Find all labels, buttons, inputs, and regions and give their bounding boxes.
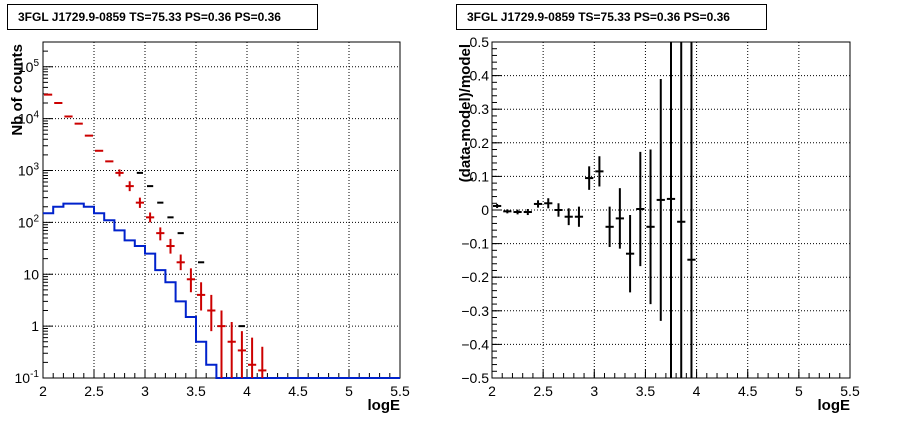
left-x-tick-label: 5.5 — [390, 383, 410, 399]
right-y-tick-label: 0.2 — [470, 135, 490, 151]
right-x-tick-label: 2 — [488, 383, 496, 399]
right-y-tick-label: −0.1 — [461, 236, 489, 252]
right-y-tick-label: −0.2 — [461, 269, 489, 285]
left-x-tick-label: 4.5 — [288, 383, 308, 399]
left-y-tick-label: 10 — [23, 266, 39, 282]
left-x-tick-label: 5 — [345, 383, 353, 399]
left-x-tick-label: 4 — [243, 383, 251, 399]
right-x-axis-label: logE — [818, 397, 851, 414]
left-y-tick-label: 1 — [31, 318, 39, 334]
right-y-tick-label: −0.4 — [461, 336, 489, 352]
left-y-tick-label: 103 — [18, 162, 40, 179]
right-y-tick-label: 0.3 — [470, 101, 490, 117]
left-x-tick-label: 2.5 — [84, 383, 104, 399]
right-x-tick-label: 2.5 — [533, 383, 553, 399]
left-y-tick-label: 105 — [18, 58, 40, 75]
left-y-tick-label: 10-1 — [15, 369, 40, 386]
right-y-tick-label: −0.3 — [461, 303, 489, 319]
left-y-axis-label: Nb of counts — [9, 44, 26, 136]
left-x-tick-label: 3.5 — [186, 383, 206, 399]
left-chart-title: 3FGL J1729.9-0859 TS=75.33 PS=0.36 PS=0.… — [7, 4, 318, 30]
right-x-tick-label: 4 — [693, 383, 701, 399]
right-x-tick-label: 4.5 — [738, 383, 758, 399]
right-y-tick-label: −0.5 — [461, 370, 489, 386]
right-y-tick-label: 0.5 — [470, 34, 490, 50]
right-y-tick-label: 0.1 — [470, 168, 490, 184]
left-model-histogram-line — [43, 202, 400, 379]
left-y-tick-label: 102 — [18, 213, 40, 230]
right-y-tick-label: 0 — [481, 202, 489, 218]
left-x-tick-label: 2 — [39, 383, 47, 399]
right-x-tick-label: 5 — [795, 383, 803, 399]
left-x-axis-label: logE — [368, 397, 401, 414]
right-x-tick-label: 5.5 — [840, 383, 860, 399]
left-y-tick-label: 104 — [18, 110, 40, 127]
left-x-tick-label: 3 — [141, 383, 149, 399]
right-x-tick-label: 3 — [590, 383, 598, 399]
right-x-tick-label: 3.5 — [636, 383, 656, 399]
right-y-tick-label: 0.4 — [470, 68, 490, 84]
right-chart-title: 3FGL J1729.9-0859 TS=75.33 PS=0.36 PS=0.… — [456, 4, 767, 30]
right-y-axis-label: (data-model)/model — [457, 44, 474, 182]
